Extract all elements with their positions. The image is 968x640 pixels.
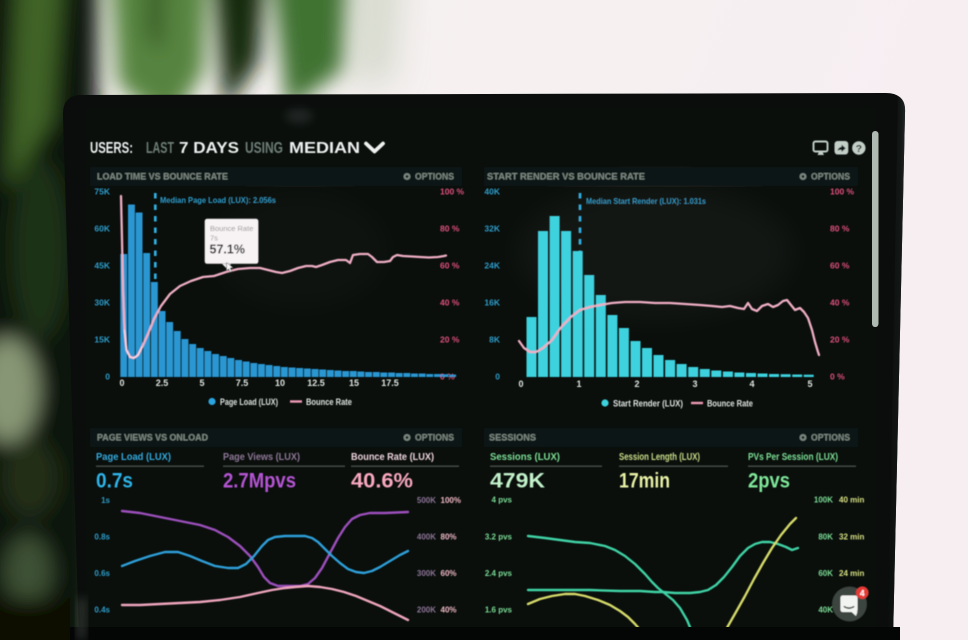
svg-text:40 min: 40 min: [839, 496, 864, 505]
svg-text:80K: 80K: [818, 533, 833, 542]
svg-text:0 %: 0 %: [830, 372, 845, 382]
svg-text:80 %: 80 %: [830, 224, 850, 234]
svg-text:1.6 pvs: 1.6 pvs: [485, 606, 513, 615]
svg-text:40 %: 40 %: [830, 298, 850, 308]
svg-text:Page Load (LUX): Page Load (LUX): [220, 397, 278, 407]
svg-text:Bounce Rate: Bounce Rate: [306, 397, 352, 407]
svg-text:0.6s: 0.6s: [94, 569, 110, 578]
svg-text:500K: 500K: [417, 496, 436, 505]
svg-text:Bounce Rate (LUX): Bounce Rate (LUX): [351, 451, 434, 463]
svg-text:7.5: 7.5: [236, 378, 249, 388]
svg-text:40.6%: 40.6%: [351, 469, 413, 493]
svg-text:32 min: 32 min: [839, 533, 864, 542]
svg-text:16K: 16K: [484, 298, 500, 308]
svg-text:100K: 100K: [814, 496, 833, 505]
svg-text:75K: 75K: [94, 187, 110, 197]
svg-text:0.7s: 0.7s: [96, 469, 133, 493]
svg-text:8K: 8K: [489, 335, 501, 345]
svg-text:40K: 40K: [818, 606, 833, 615]
svg-text:60 %: 60 %: [440, 261, 460, 271]
svg-text:80%: 80%: [441, 533, 457, 542]
svg-text:15: 15: [349, 378, 359, 388]
svg-text:200K: 200K: [417, 605, 436, 614]
svg-text:USERS:: USERS:: [90, 140, 133, 157]
svg-text:Bounce Rate: Bounce Rate: [707, 399, 753, 409]
svg-text:Page Views (LUX): Page Views (LUX): [223, 451, 300, 463]
svg-text:4: 4: [749, 379, 754, 389]
svg-text:MEDIAN: MEDIAN: [289, 140, 360, 157]
svg-text:479K: 479K: [490, 469, 545, 493]
svg-text:40 %: 40 %: [440, 298, 460, 308]
svg-text:2.7Mpvs: 2.7Mpvs: [223, 469, 296, 493]
svg-text:PAGE VIEWS VS ONLOAD: PAGE VIEWS VS ONLOAD: [97, 433, 208, 444]
svg-text:USING: USING: [245, 140, 283, 157]
svg-text:60 %: 60 %: [830, 261, 850, 271]
svg-text:2: 2: [634, 379, 639, 389]
svg-text:5: 5: [199, 378, 204, 388]
svg-text:80 %: 80 %: [440, 224, 460, 234]
svg-text:0.8s: 0.8s: [94, 533, 110, 542]
svg-text:LOAD TIME VS BOUNCE RATE: LOAD TIME VS BOUNCE RATE: [97, 172, 228, 183]
svg-text:1: 1: [576, 379, 581, 389]
svg-text:0: 0: [495, 372, 500, 382]
svg-text:20 %: 20 %: [440, 335, 460, 345]
svg-text:400K: 400K: [417, 533, 436, 542]
svg-text:OPTIONS: OPTIONS: [415, 172, 454, 183]
svg-text:?: ?: [856, 143, 862, 155]
svg-text:LAST: LAST: [146, 140, 174, 157]
svg-text:0: 0: [105, 372, 110, 382]
svg-text:60K: 60K: [818, 569, 833, 578]
svg-text:4 pvs: 4 pvs: [492, 496, 513, 505]
svg-text:100%: 100%: [441, 496, 461, 505]
svg-text:40%: 40%: [441, 605, 457, 614]
svg-text:7s: 7s: [210, 234, 218, 243]
svg-text:START RENDER VS BOUNCE RATE: START RENDER VS BOUNCE RATE: [487, 172, 645, 183]
svg-text:0: 0: [119, 378, 124, 388]
svg-text:PVs Per Session (LUX): PVs Per Session (LUX): [748, 451, 838, 463]
svg-text:57.1%: 57.1%: [210, 243, 245, 257]
svg-text:OPTIONS: OPTIONS: [811, 433, 850, 444]
svg-text:20 %: 20 %: [830, 335, 850, 345]
svg-text:Bounce Rate: Bounce Rate: [210, 224, 253, 233]
svg-text:Median Page Load (LUX): 2.056s: Median Page Load (LUX): 2.056s: [160, 195, 276, 205]
svg-text:OPTIONS: OPTIONS: [415, 433, 454, 444]
svg-text:17min: 17min: [619, 469, 670, 493]
svg-text:24K: 24K: [484, 261, 500, 271]
svg-text:60K: 60K: [94, 224, 110, 234]
svg-text:100 %: 100 %: [440, 187, 465, 197]
svg-text:7 DAYS: 7 DAYS: [179, 140, 239, 157]
svg-text:3: 3: [692, 379, 697, 389]
svg-text:OPTIONS: OPTIONS: [811, 172, 850, 183]
svg-text:Sessions (LUX): Sessions (LUX): [490, 451, 560, 463]
svg-text:4: 4: [860, 588, 865, 598]
svg-text:3.2 pvs: 3.2 pvs: [485, 533, 513, 542]
svg-text:24 min: 24 min: [839, 569, 864, 578]
svg-text:Session Length (LUX): Session Length (LUX): [619, 451, 700, 463]
svg-text:10: 10: [275, 378, 285, 388]
svg-text:Median Start Render (LUX): 1.0: Median Start Render (LUX): 1.031s: [586, 196, 706, 206]
svg-text:100 %: 100 %: [830, 187, 855, 197]
svg-text:12.5: 12.5: [307, 378, 325, 388]
svg-text:17.5: 17.5: [381, 378, 399, 388]
svg-text:30K: 30K: [94, 298, 110, 308]
svg-text:300K: 300K: [417, 569, 436, 578]
svg-text:Start Render (LUX): Start Render (LUX): [613, 399, 683, 409]
svg-text:60%: 60%: [441, 569, 457, 578]
svg-text:SESSIONS: SESSIONS: [489, 433, 536, 444]
svg-text:5: 5: [807, 379, 812, 389]
svg-text:40K: 40K: [484, 187, 500, 197]
svg-text:1s: 1s: [101, 496, 110, 505]
svg-text:15K: 15K: [94, 335, 110, 345]
svg-text:0: 0: [518, 379, 523, 389]
svg-text:2.5: 2.5: [156, 378, 169, 388]
svg-text:45K: 45K: [94, 261, 110, 271]
svg-text:Page Load (LUX): Page Load (LUX): [96, 451, 171, 463]
svg-text:32K: 32K: [484, 224, 500, 234]
svg-text:2.4 pvs: 2.4 pvs: [485, 569, 513, 578]
svg-text:0.4s: 0.4s: [94, 605, 110, 614]
svg-text:2pvs: 2pvs: [748, 469, 790, 493]
